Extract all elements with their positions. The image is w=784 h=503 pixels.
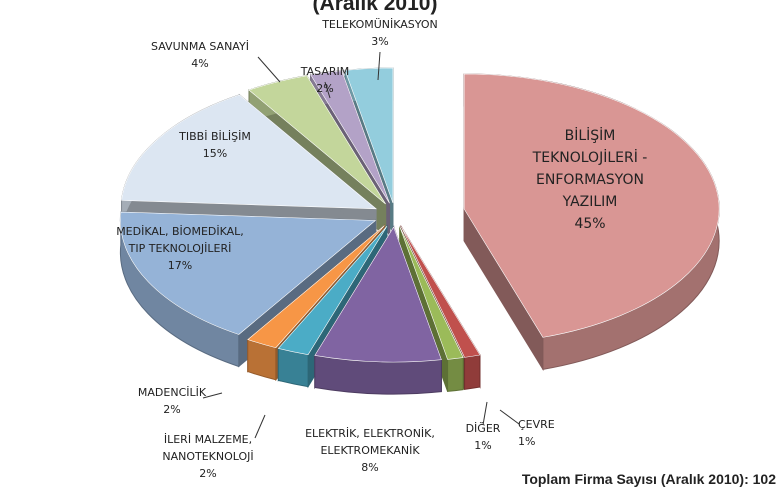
slice (247, 225, 385, 349)
slice-label: TASARIM 2% (300, 65, 349, 95)
value-label: 17% (168, 259, 192, 272)
slice (121, 94, 377, 210)
chart-title: (Aralık 2010) (313, 0, 438, 15)
slice (314, 226, 442, 363)
label-line: TELEKOMÜNİKASYON (321, 18, 438, 31)
label-line: NANOTEKNOLOJİ (162, 450, 253, 463)
leader-line (482, 401, 488, 426)
slice-label: TELEKOMÜNİKASYON 3% (321, 18, 438, 48)
leader-line (324, 81, 331, 99)
value-label: 2% (316, 82, 333, 95)
slice (463, 73, 720, 338)
value-label: 3% (371, 35, 388, 48)
slice (120, 211, 377, 335)
leader-line (499, 409, 520, 425)
value-label: 8% (361, 461, 378, 474)
label-line: MADENCİLİK (138, 386, 207, 399)
value-label: 1% (474, 439, 491, 452)
slice-label: MADENCİLİK 2% (138, 386, 207, 416)
value-label: 2% (199, 467, 216, 480)
slice-side (464, 354, 481, 390)
label-line: İLERİ MALZEME, (164, 433, 252, 446)
value-label: 2% (163, 403, 180, 416)
slice-label: SAVUNMA SANAYİ 4% (151, 40, 249, 70)
label-line: DİĞER (466, 422, 501, 435)
label-line: ÇEVRE (518, 418, 555, 431)
slice-label: İLERİ MALZEME, NANOTEKNOLOJİ 2% (162, 433, 253, 480)
slice (399, 226, 464, 360)
slice-label: ELEKTRİK, ELEKTRONİK, ELEKTROMEKANİK 8% (305, 427, 435, 474)
label-line: BİLİŞİM (565, 126, 616, 144)
label-line: SAVUNMA SANAYİ (151, 40, 249, 53)
leader-line (202, 392, 223, 399)
label-line: MEDİKAL, BİOMEDİKAL, (116, 225, 244, 238)
leader-line (254, 414, 266, 439)
label-line: TIBBİ BİLİŞİM (178, 130, 251, 143)
slice-side (447, 356, 464, 392)
label-line: ELEKTROMEKANİK (320, 444, 420, 457)
slice-label: BİLİŞİM TEKNOLOJİLERİ - ENFORMASYON YAZILIM… (532, 126, 648, 232)
slice (277, 226, 388, 355)
slice-label: MEDİKAL, BİOMEDİKAL, TIP TEKNOLOJİLERİ 17% (116, 225, 244, 272)
slice (248, 75, 386, 205)
label-line: ELEKTRİK, ELEKTRONİK, (305, 427, 435, 440)
label-line: ENFORMASYON (536, 172, 644, 188)
label-line: TEKNOLOJİLERİ - (532, 148, 648, 166)
slice-label: DİĞER 1% (466, 422, 501, 452)
value-label: 1% (518, 435, 535, 448)
leader-line (377, 51, 381, 81)
label-line: TASARIM (300, 65, 349, 78)
slice (400, 226, 481, 358)
slice (344, 67, 394, 204)
value-label: 15% (203, 147, 227, 160)
slice-label: ÇEVRE 1% (518, 418, 555, 448)
label-line: YAZILIM (562, 194, 618, 210)
slice (310, 70, 390, 204)
leader-line (257, 56, 281, 83)
label-line: TIP TEKNOLOJİLERİ (128, 242, 232, 255)
slice-label: TIBBİ BİLİŞİM 15% (178, 130, 251, 160)
value-label: 45% (574, 216, 605, 232)
annotation: Toplam Firma Sayısı (Aralık 2010): 102 (522, 471, 776, 487)
value-label: 4% (191, 57, 208, 70)
